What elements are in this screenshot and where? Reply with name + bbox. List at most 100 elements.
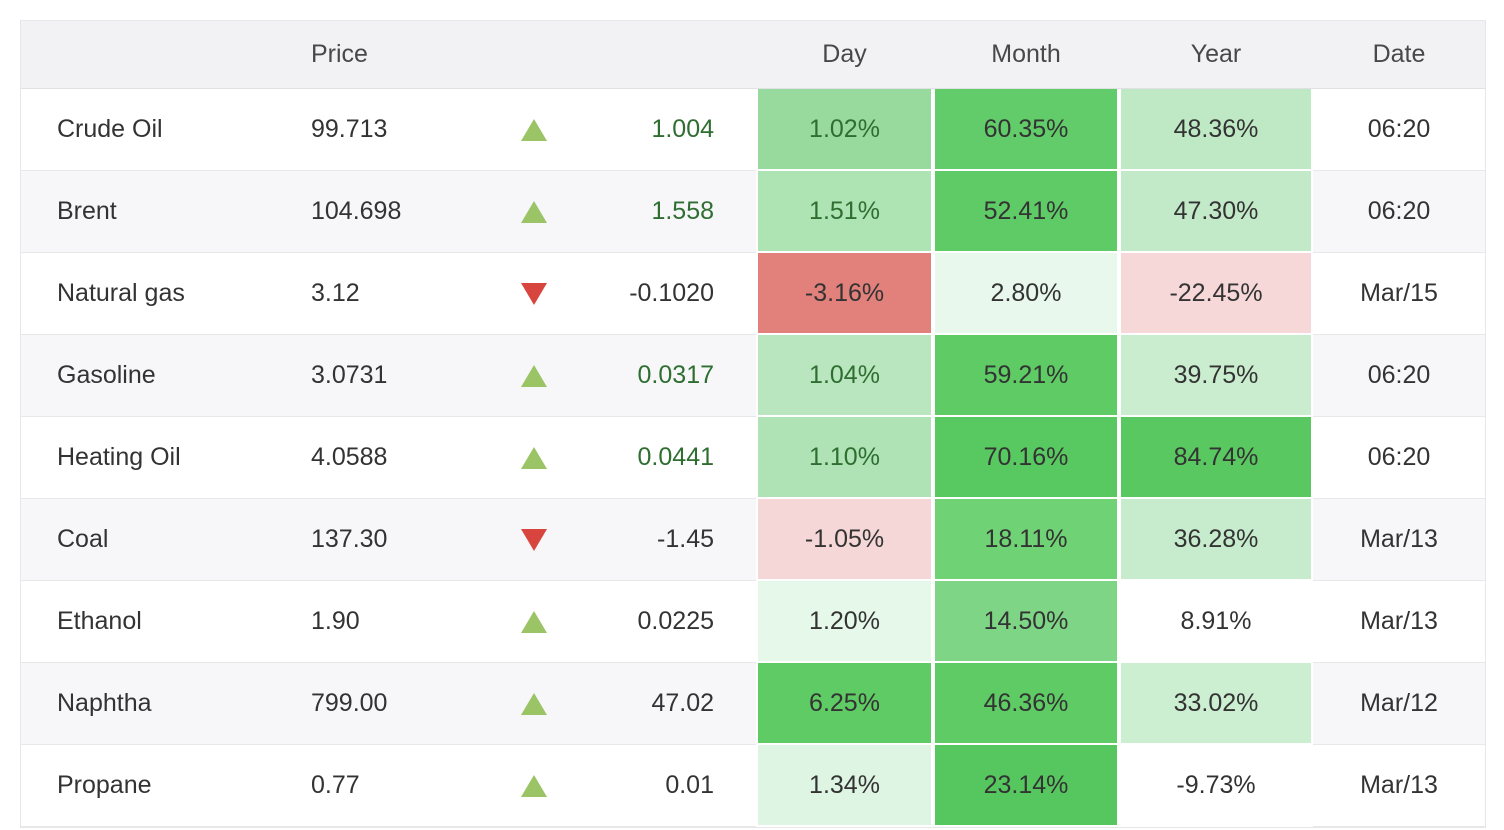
table-row: Coal 137.30 -1.45 -1.05% 18.11% 36.28% M… bbox=[21, 499, 1485, 581]
commodity-link[interactable]: Propane bbox=[57, 771, 152, 799]
date-cell: 06:20 bbox=[1313, 171, 1485, 253]
month-change-cell: 14.50% bbox=[933, 581, 1119, 663]
arrow-down-icon bbox=[520, 283, 547, 306]
table-row: Crude Oil 99.713 1.004 1.02% 60.35% 48.3… bbox=[21, 89, 1485, 171]
commodity-link[interactable]: Gasoline bbox=[57, 361, 156, 389]
arrow-up-icon bbox=[520, 775, 547, 798]
arrow-up-icon bbox=[520, 201, 547, 224]
commodity-link[interactable]: Heating Oil bbox=[57, 443, 181, 471]
day-change-cell: -3.16% bbox=[756, 253, 933, 335]
change-value: 0.0317 bbox=[586, 335, 756, 417]
day-change-cell: 6.25% bbox=[756, 663, 933, 745]
price-value: 799.00 bbox=[306, 663, 481, 745]
day-change-cell: 1.02% bbox=[756, 89, 933, 171]
arrow-up-icon bbox=[520, 611, 547, 634]
table-row: Natural gas 3.12 -0.1020 -3.16% 2.80% -2… bbox=[21, 253, 1485, 335]
arrow-up-icon bbox=[520, 119, 547, 142]
commodity-link[interactable]: Ethanol bbox=[57, 607, 142, 635]
arrow-cell bbox=[481, 499, 586, 581]
commodity-name-cell: Heating Oil bbox=[21, 417, 306, 499]
month-change-cell: 70.16% bbox=[933, 417, 1119, 499]
price-value: 137.30 bbox=[306, 499, 481, 581]
commodity-name-cell: Crude Oil bbox=[21, 89, 306, 171]
arrow-cell bbox=[481, 335, 586, 417]
commodity-link[interactable]: Naphtha bbox=[57, 689, 152, 717]
month-change-cell: 59.21% bbox=[933, 335, 1119, 417]
commodity-name-cell: Propane bbox=[21, 745, 306, 827]
year-change-cell: 33.02% bbox=[1119, 663, 1313, 745]
day-change-cell: 1.04% bbox=[756, 335, 933, 417]
price-value: 4.0588 bbox=[306, 417, 481, 499]
day-change-cell: 1.51% bbox=[756, 171, 933, 253]
date-cell: Mar/12 bbox=[1313, 663, 1485, 745]
change-value: 0.0225 bbox=[586, 581, 756, 663]
commodity-link[interactable]: Natural gas bbox=[57, 279, 185, 307]
year-change-cell: -22.45% bbox=[1119, 253, 1313, 335]
commodity-name-cell: Gasoline bbox=[21, 335, 306, 417]
date-cell: Mar/13 bbox=[1313, 745, 1485, 827]
day-change-cell: -1.05% bbox=[756, 499, 933, 581]
table-row: Gasoline 3.0731 0.0317 1.04% 59.21% 39.7… bbox=[21, 335, 1485, 417]
change-value: 0.0441 bbox=[586, 417, 756, 499]
commodity-name-cell: Naphtha bbox=[21, 663, 306, 745]
header-date[interactable]: Date bbox=[1313, 21, 1485, 89]
commodity-name-cell: Natural gas bbox=[21, 253, 306, 335]
day-change-cell: 1.20% bbox=[756, 581, 933, 663]
date-cell: 06:20 bbox=[1313, 335, 1485, 417]
price-value: 3.0731 bbox=[306, 335, 481, 417]
arrow-cell bbox=[481, 171, 586, 253]
commodity-name-cell: Ethanol bbox=[21, 581, 306, 663]
table-row: Ethanol 1.90 0.0225 1.20% 14.50% 8.91% M… bbox=[21, 581, 1485, 663]
commodity-name-cell: Brent bbox=[21, 171, 306, 253]
arrow-cell bbox=[481, 417, 586, 499]
change-value: 1.558 bbox=[586, 171, 756, 253]
header-name bbox=[21, 21, 306, 89]
header-day[interactable]: Day bbox=[756, 21, 933, 89]
header-price[interactable]: Price bbox=[306, 21, 481, 89]
year-change-cell: 8.91% bbox=[1119, 581, 1313, 663]
price-value: 99.713 bbox=[306, 89, 481, 171]
commodity-link[interactable]: Crude Oil bbox=[57, 115, 163, 143]
change-value: 1.004 bbox=[586, 89, 756, 171]
arrow-cell bbox=[481, 89, 586, 171]
header-row: Price Day Month Year Date bbox=[21, 21, 1485, 89]
price-value: 1.90 bbox=[306, 581, 481, 663]
year-change-cell: 48.36% bbox=[1119, 89, 1313, 171]
month-change-cell: 2.80% bbox=[933, 253, 1119, 335]
table-row: Propane 0.77 0.01 1.34% 23.14% -9.73% Ma… bbox=[21, 745, 1485, 827]
table-row: Brent 104.698 1.558 1.51% 52.41% 47.30% … bbox=[21, 171, 1485, 253]
arrow-down-icon bbox=[520, 529, 547, 552]
arrow-cell bbox=[481, 253, 586, 335]
month-change-cell: 60.35% bbox=[933, 89, 1119, 171]
date-cell: Mar/15 bbox=[1313, 253, 1485, 335]
table-row: Naphtha 799.00 47.02 6.25% 46.36% 33.02%… bbox=[21, 663, 1485, 745]
commodity-name-cell: Coal bbox=[21, 499, 306, 581]
commodity-link[interactable]: Brent bbox=[57, 197, 117, 225]
arrow-up-icon bbox=[520, 365, 547, 388]
date-cell: 06:20 bbox=[1313, 89, 1485, 171]
month-change-cell: 52.41% bbox=[933, 171, 1119, 253]
change-value: -1.45 bbox=[586, 499, 756, 581]
date-cell: 06:20 bbox=[1313, 417, 1485, 499]
header-change bbox=[586, 21, 756, 89]
header-month[interactable]: Month bbox=[933, 21, 1119, 89]
arrow-up-icon bbox=[520, 447, 547, 470]
table-row: Heating Oil 4.0588 0.0441 1.10% 70.16% 8… bbox=[21, 417, 1485, 499]
month-change-cell: 18.11% bbox=[933, 499, 1119, 581]
date-cell: Mar/13 bbox=[1313, 499, 1485, 581]
year-change-cell: -9.73% bbox=[1119, 745, 1313, 827]
arrow-up-icon bbox=[520, 693, 547, 716]
year-change-cell: 47.30% bbox=[1119, 171, 1313, 253]
header-year[interactable]: Year bbox=[1119, 21, 1313, 89]
commodity-link[interactable]: Coal bbox=[57, 525, 109, 553]
arrow-cell bbox=[481, 581, 586, 663]
date-cell: Mar/13 bbox=[1313, 581, 1485, 663]
price-value: 3.12 bbox=[306, 253, 481, 335]
month-change-cell: 23.14% bbox=[933, 745, 1119, 827]
year-change-cell: 36.28% bbox=[1119, 499, 1313, 581]
arrow-cell bbox=[481, 663, 586, 745]
day-change-cell: 1.10% bbox=[756, 417, 933, 499]
change-value: -0.1020 bbox=[586, 253, 756, 335]
year-change-cell: 84.74% bbox=[1119, 417, 1313, 499]
